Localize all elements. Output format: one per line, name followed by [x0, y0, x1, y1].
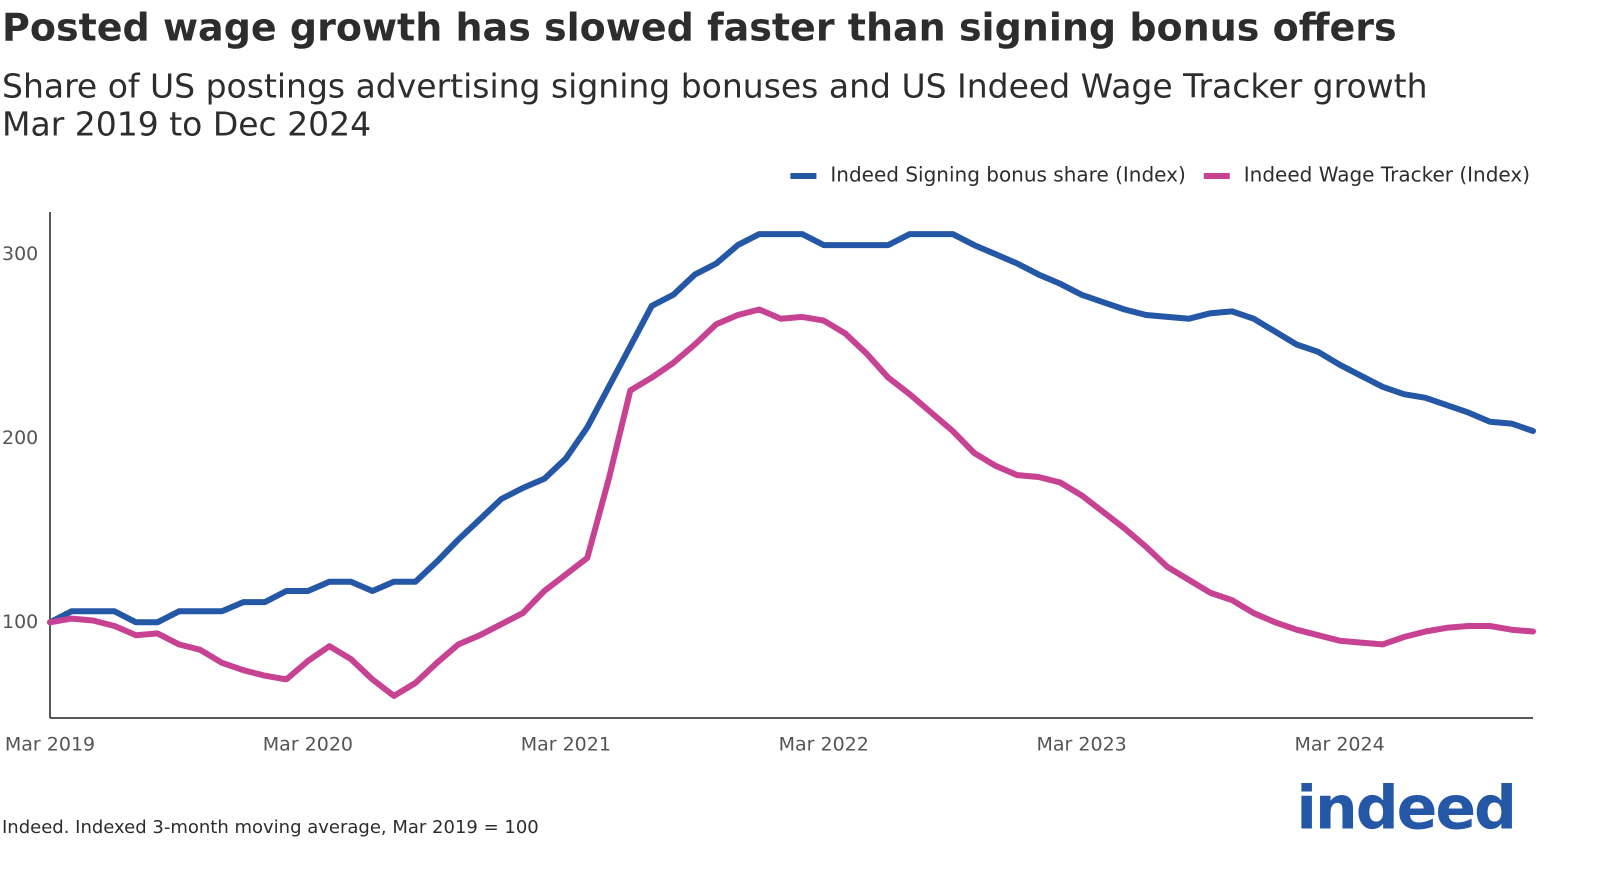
- x-tick-label: Mar 2022: [779, 734, 869, 756]
- series-line: [47, 306, 1536, 699]
- legend-label: Indeed Signing bonus share (Index): [830, 163, 1185, 187]
- logo: indeed: [1296, 774, 1515, 844]
- legend-label: Indeed Wage Tracker (Index): [1244, 163, 1530, 187]
- chart-subtitle: Share of US postings advertising signing…: [2, 67, 1428, 106]
- x-tick-label: Mar 2021: [521, 734, 611, 756]
- footnote: Indeed. Indexed 3-month moving average, …: [2, 817, 539, 838]
- series-line: [47, 231, 1536, 626]
- chart-title: Posted wage growth has slowed faster tha…: [2, 6, 1397, 50]
- x-tick-label: Mar 2019: [5, 734, 95, 756]
- x-tick-label: Mar 2024: [1294, 734, 1384, 756]
- y-tick-label: 300: [2, 243, 38, 265]
- x-tick-label: Mar 2023: [1037, 734, 1127, 756]
- y-tick-label: 200: [2, 427, 38, 449]
- x-tick-label: Mar 2020: [263, 734, 353, 756]
- chart-subtitle: Mar 2019 to Dec 2024: [2, 105, 371, 144]
- y-tick-label: 100: [2, 611, 38, 633]
